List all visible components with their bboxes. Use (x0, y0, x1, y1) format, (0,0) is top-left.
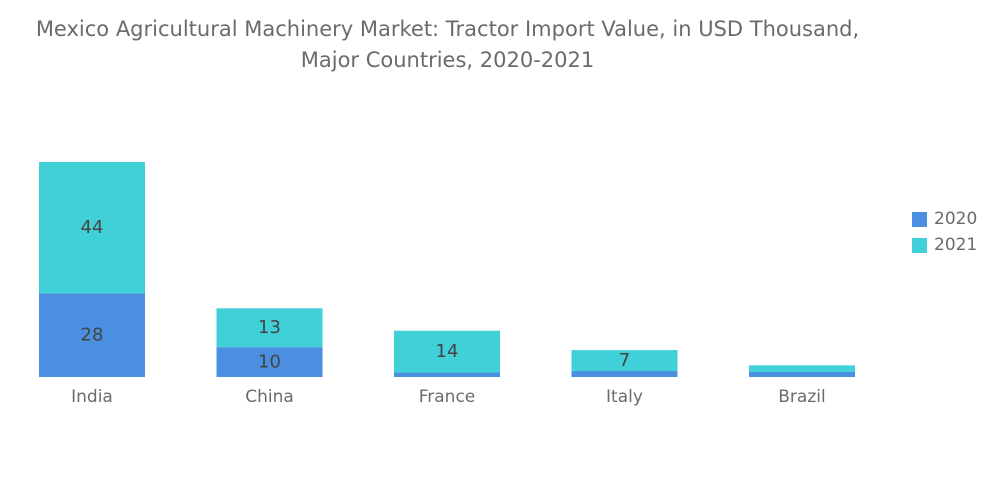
data-label-france-2021: 14 (436, 341, 459, 362)
chart-title-line2: Major Countries, 2020-2021 (300, 48, 595, 72)
legend-swatch-2020 (912, 211, 927, 227)
x-tick-label-india: India (71, 387, 113, 407)
data-label-china-2021: 13 (258, 317, 281, 338)
bar-china-2021 (216, 308, 323, 348)
bar-india-2020 (39, 293, 145, 377)
bar-italy-2021 (571, 350, 678, 372)
x-tick-label-italy: Italy (606, 387, 643, 407)
x-tick-label-brazil: Brazil (778, 387, 825, 407)
bar-brazil-2020 (749, 371, 855, 377)
bar-brazil-2021 (749, 365, 855, 372)
bar-france-2021 (394, 330, 500, 373)
data-label-india-2021: 44 (81, 217, 104, 238)
bar-italy-2020 (571, 371, 678, 377)
data-label-china-2020: 10 (258, 352, 281, 373)
chart-title: Mexico Agricultural Machinery Market: Tr… (0, 14, 895, 76)
legend-label-2021: 2021 (934, 235, 978, 255)
x-tick-label-china: China (245, 387, 294, 407)
x-tick-label-france: France (419, 387, 476, 407)
legend-item-2021: 2021 (912, 232, 977, 258)
bar-india-2021 (39, 162, 145, 294)
chart-legend: 2020 2021 (912, 206, 977, 258)
legend-label-2020: 2020 (934, 209, 978, 229)
chart-title-line1: Mexico Agricultural Machinery Market: Tr… (35, 17, 860, 41)
data-label-italy-2021: 7 (619, 350, 630, 371)
bar-china-2020 (216, 347, 323, 377)
bar-france-2020 (394, 372, 500, 377)
legend-item-2020: 2020 (912, 206, 977, 232)
legend-swatch-2021 (912, 237, 927, 253)
data-label-india-2020: 28 (81, 325, 104, 346)
